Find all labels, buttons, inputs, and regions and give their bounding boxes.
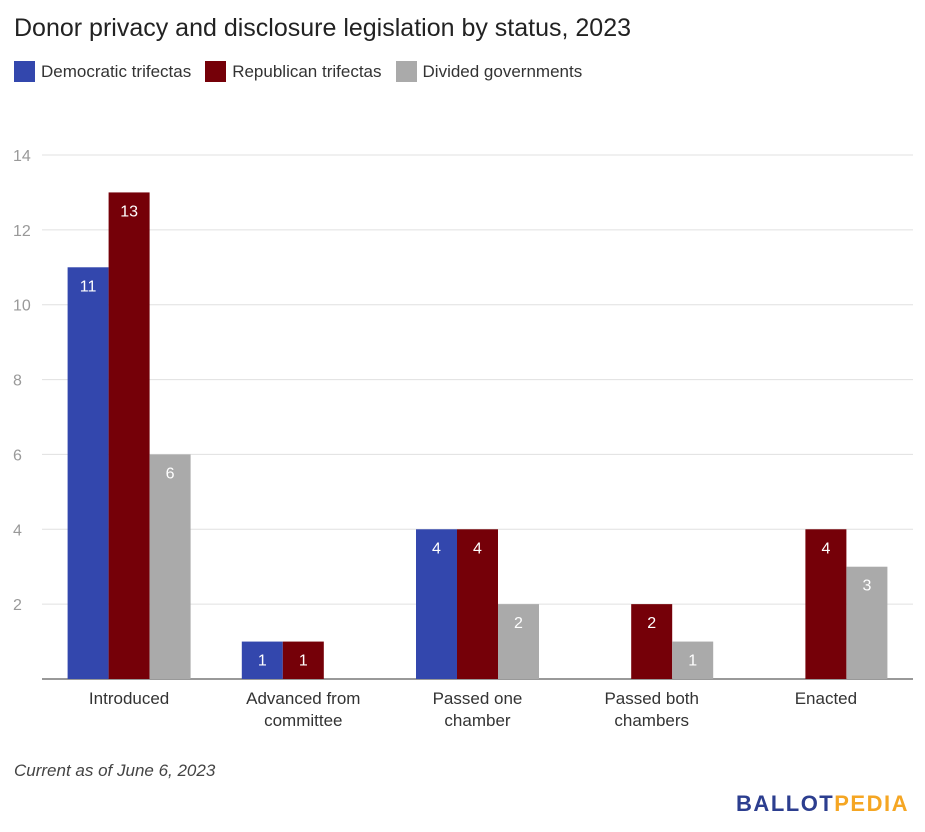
y-tick-label: 4: [13, 522, 22, 539]
data-label: 2: [514, 615, 523, 632]
bar: [846, 566, 888, 679]
bar: [631, 604, 673, 679]
y-tick-label: 2: [13, 597, 22, 614]
data-label: 1: [258, 653, 267, 670]
bar: [416, 529, 457, 679]
x-tick-label: Passed one: [433, 689, 523, 708]
data-label: 4: [821, 540, 830, 557]
x-tick-label: chambers: [614, 711, 689, 730]
y-tick-label: 14: [13, 148, 31, 165]
x-tick-label: chamber: [444, 711, 510, 730]
chart-title: Donor privacy and disclosure legislation…: [14, 14, 632, 42]
bar: [149, 454, 191, 679]
legend-item-democratic: Democratic trifectas: [14, 61, 191, 82]
y-tick-label: 10: [13, 298, 31, 315]
x-tick-label: Introduced: [89, 689, 169, 708]
y-tick-label: 6: [13, 447, 22, 464]
bar: [672, 641, 714, 679]
legend-label-republican: Republican trifectas: [232, 61, 382, 81]
data-label: 1: [688, 653, 697, 670]
data-label: 4: [432, 540, 441, 557]
x-tick-label: Enacted: [795, 689, 857, 708]
bar: [457, 529, 498, 679]
x-tick-label: committee: [264, 711, 342, 730]
data-label: 3: [862, 578, 871, 595]
ballotpedia-logo: BALLOTPEDIA: [736, 791, 909, 817]
data-label: 11: [80, 278, 97, 295]
x-tick-label: Advanced from: [246, 689, 360, 708]
bar: [282, 641, 324, 679]
data-label: 6: [166, 465, 175, 482]
legend-label-divided: Divided governments: [422, 61, 583, 81]
bar: [805, 529, 847, 679]
bar: [67, 267, 109, 679]
y-tick-label: 8: [13, 373, 22, 390]
logo-part-1: BALLOT: [736, 791, 835, 816]
bar: [241, 641, 283, 679]
data-label: 2: [647, 615, 656, 632]
footnote: Current as of June 6, 2023: [14, 761, 216, 780]
data-label: 4: [473, 540, 482, 557]
bar: [108, 192, 150, 679]
legend-label-democratic: Democratic trifectas: [41, 61, 192, 81]
data-label: 1: [299, 653, 308, 670]
legend-item-republican: Republican trifectas: [205, 61, 382, 82]
data-label: 13: [120, 203, 138, 220]
x-tick-label: Passed both: [604, 689, 699, 708]
legend-item-divided: Divided governments: [395, 61, 583, 82]
legend-swatch-republican: [205, 61, 227, 82]
logo-part-2: PEDIA: [834, 791, 909, 816]
chart-legend: Democratic trifectas Republican trifecta…: [14, 61, 582, 82]
legend-swatch-democratic: [14, 61, 35, 82]
bar: [498, 604, 539, 679]
y-tick-label: 12: [13, 223, 31, 240]
legend-swatch-divided: [395, 61, 417, 82]
